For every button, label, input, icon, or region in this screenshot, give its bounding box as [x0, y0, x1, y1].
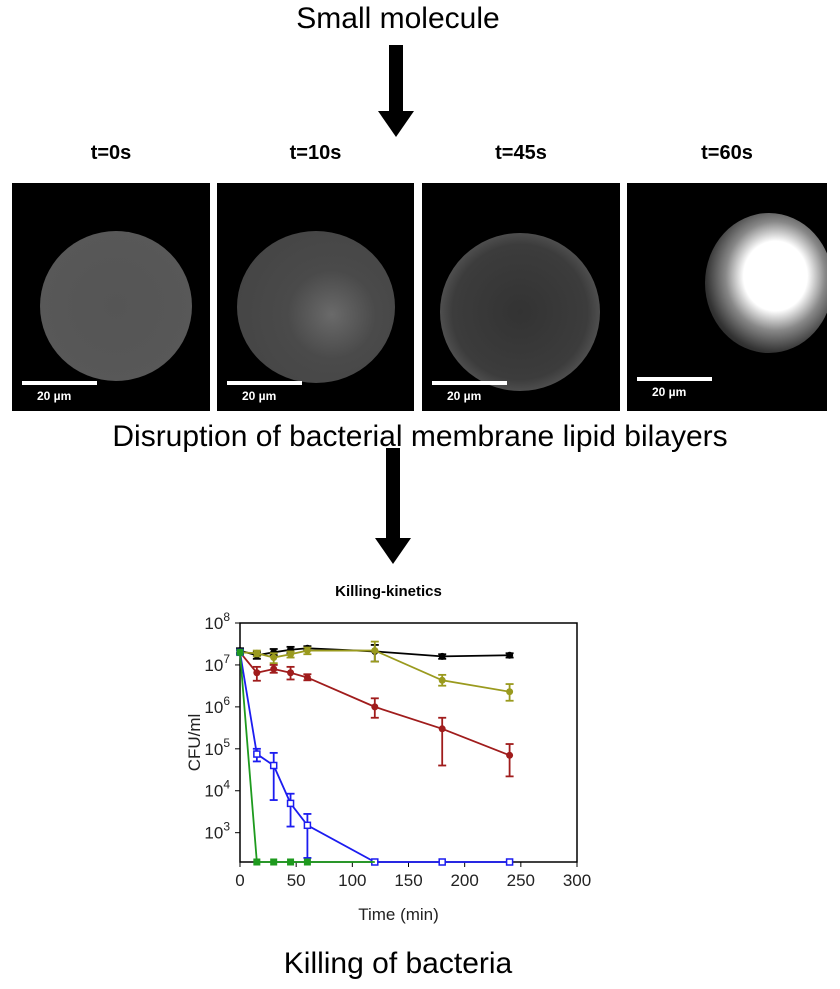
data-point [371, 703, 379, 711]
vesicle [705, 213, 827, 353]
data-point [253, 669, 261, 677]
x-tick-label: 200 [450, 871, 478, 890]
y-tick-label: 108 [204, 610, 230, 633]
x-tick-label: 150 [394, 871, 422, 890]
x-tick-label: 0 [235, 871, 244, 890]
data-point [236, 648, 244, 656]
scale-bar-label: 20 µm [447, 389, 482, 403]
data-point [287, 650, 295, 658]
time-label: t=10s [289, 142, 342, 164]
y-tick-label: 105 [204, 736, 230, 759]
y-tick-label: 106 [204, 694, 230, 717]
time-label: t=45s [495, 142, 547, 164]
microscopy-image: 20 µm [627, 183, 827, 411]
y-tick-label: 107 [204, 652, 230, 675]
data-point [438, 725, 446, 733]
data-point [506, 688, 514, 696]
vesicle [40, 231, 192, 381]
middle-label: Disruption of bacterial membrane lipid b… [112, 420, 728, 453]
data-point [287, 858, 295, 866]
data-point [303, 674, 311, 682]
time-label: t=0s [90, 142, 132, 164]
data-point [269, 761, 278, 770]
y-tick-label: 103 [204, 820, 230, 843]
vesicle [440, 233, 600, 391]
time-label: t=60s [701, 142, 753, 164]
data-point [270, 654, 278, 662]
data-point [303, 821, 312, 830]
data-point [438, 652, 446, 660]
data-point [270, 665, 278, 673]
x-tick-label: 300 [563, 871, 591, 890]
data-point [506, 751, 514, 759]
down-arrow-icon [375, 448, 413, 566]
scale-bar [432, 381, 507, 385]
bottom-label: Killing of bacteria [283, 947, 513, 980]
x-tick-label: 100 [338, 871, 366, 890]
microscopy-image: 20 µm [217, 183, 414, 411]
scale-bar [22, 381, 97, 385]
data-point [253, 750, 261, 758]
x-axis-label: Time (min) [358, 905, 439, 924]
data-point [270, 858, 278, 866]
x-tick-label: 50 [287, 871, 306, 890]
data-point [303, 858, 311, 866]
microscopy-image: 20 µm [422, 183, 620, 411]
vesicle [237, 231, 395, 383]
scale-bar [227, 381, 302, 385]
data-point [438, 676, 446, 684]
top-label: Small molecule [296, 2, 500, 35]
scale-bar-label: 20 µm [242, 389, 277, 403]
data-point [287, 669, 295, 677]
scale-bar-label: 20 µm [37, 389, 72, 403]
scale-bar [637, 377, 712, 381]
series-line [239, 652, 375, 863]
killing-kinetics-chart: Killing-kinetics 0 50 100 150 200 250 300 108 107… [185, 583, 591, 924]
x-tick-label: 250 [507, 871, 535, 890]
y-axis-label: CFU/ml [185, 714, 204, 772]
data-point [253, 858, 261, 866]
data-point [253, 649, 261, 657]
down-arrow-icon [378, 45, 416, 137]
scale-bar-label: 20 µm [652, 385, 687, 399]
series-line [239, 652, 510, 863]
microscopy-image: 20 µm [12, 183, 210, 411]
data-point [438, 858, 446, 866]
data-point [505, 858, 514, 866]
data-point [303, 647, 311, 655]
chart-title: Killing-kinetics [335, 583, 442, 600]
data-point [506, 651, 514, 659]
data-point [371, 647, 379, 655]
y-tick-label: 104 [204, 778, 230, 801]
data-point [286, 799, 295, 808]
